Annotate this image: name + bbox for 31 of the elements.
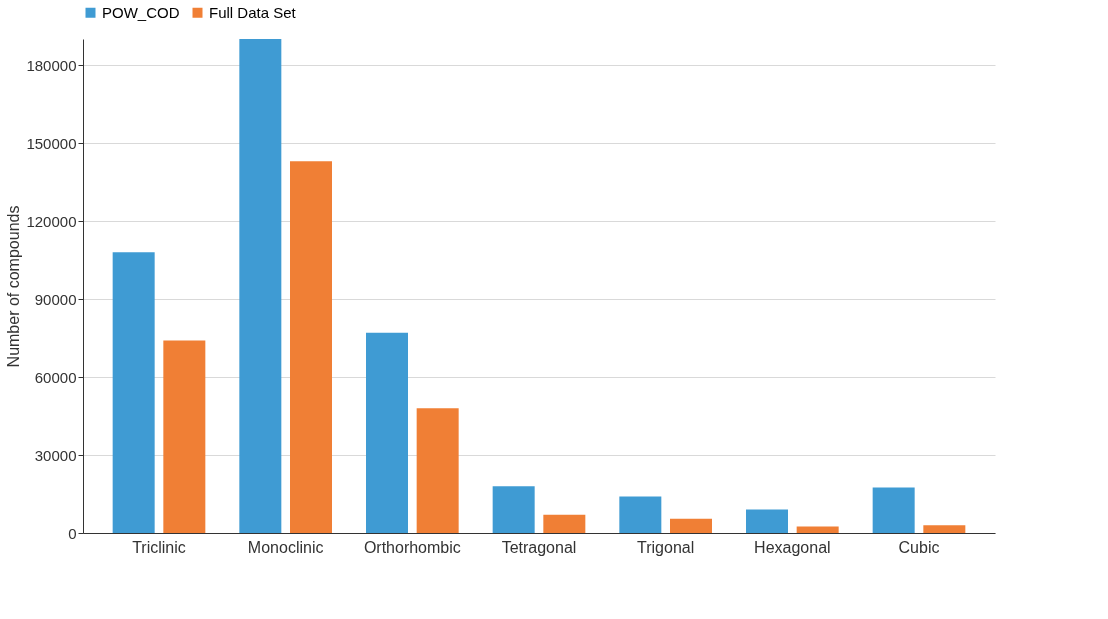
bar	[290, 161, 332, 533]
y-tick-label: 90000	[34, 290, 77, 308]
legend-label: Full Data Set	[209, 3, 297, 21]
bar	[872, 487, 915, 533]
bar	[543, 514, 586, 533]
bar	[492, 486, 535, 533]
bar	[746, 509, 788, 533]
x-tick-label: Cubic	[898, 538, 940, 556]
bar	[619, 496, 662, 533]
x-tick-label: Triclinic	[132, 538, 186, 556]
legend-label: POW_COD	[102, 3, 180, 21]
bar	[239, 39, 282, 533]
bar	[112, 252, 155, 533]
x-tick-label: Hexagonal	[754, 538, 831, 556]
bar	[670, 518, 712, 533]
y-tick-label: 120000	[26, 212, 77, 230]
bar	[416, 408, 459, 533]
x-tick-label: Orthorhombic	[363, 538, 461, 556]
bar	[366, 332, 408, 533]
y-tick-label: 180000	[26, 56, 77, 74]
y-tick-label: 30000	[34, 446, 77, 464]
y-tick-label: 0	[68, 524, 77, 542]
x-tick-label: Monoclinic	[247, 538, 324, 556]
y-tick-label: 60000	[34, 368, 77, 386]
x-tick-label: Tetragonal	[501, 538, 577, 556]
x-tick-label: Trigonal	[637, 538, 695, 556]
bar	[923, 525, 966, 533]
bar	[163, 340, 206, 533]
y-axis-title: Number of compounds	[5, 205, 23, 368]
y-tick-label: 150000	[26, 134, 77, 152]
bar	[796, 526, 839, 533]
